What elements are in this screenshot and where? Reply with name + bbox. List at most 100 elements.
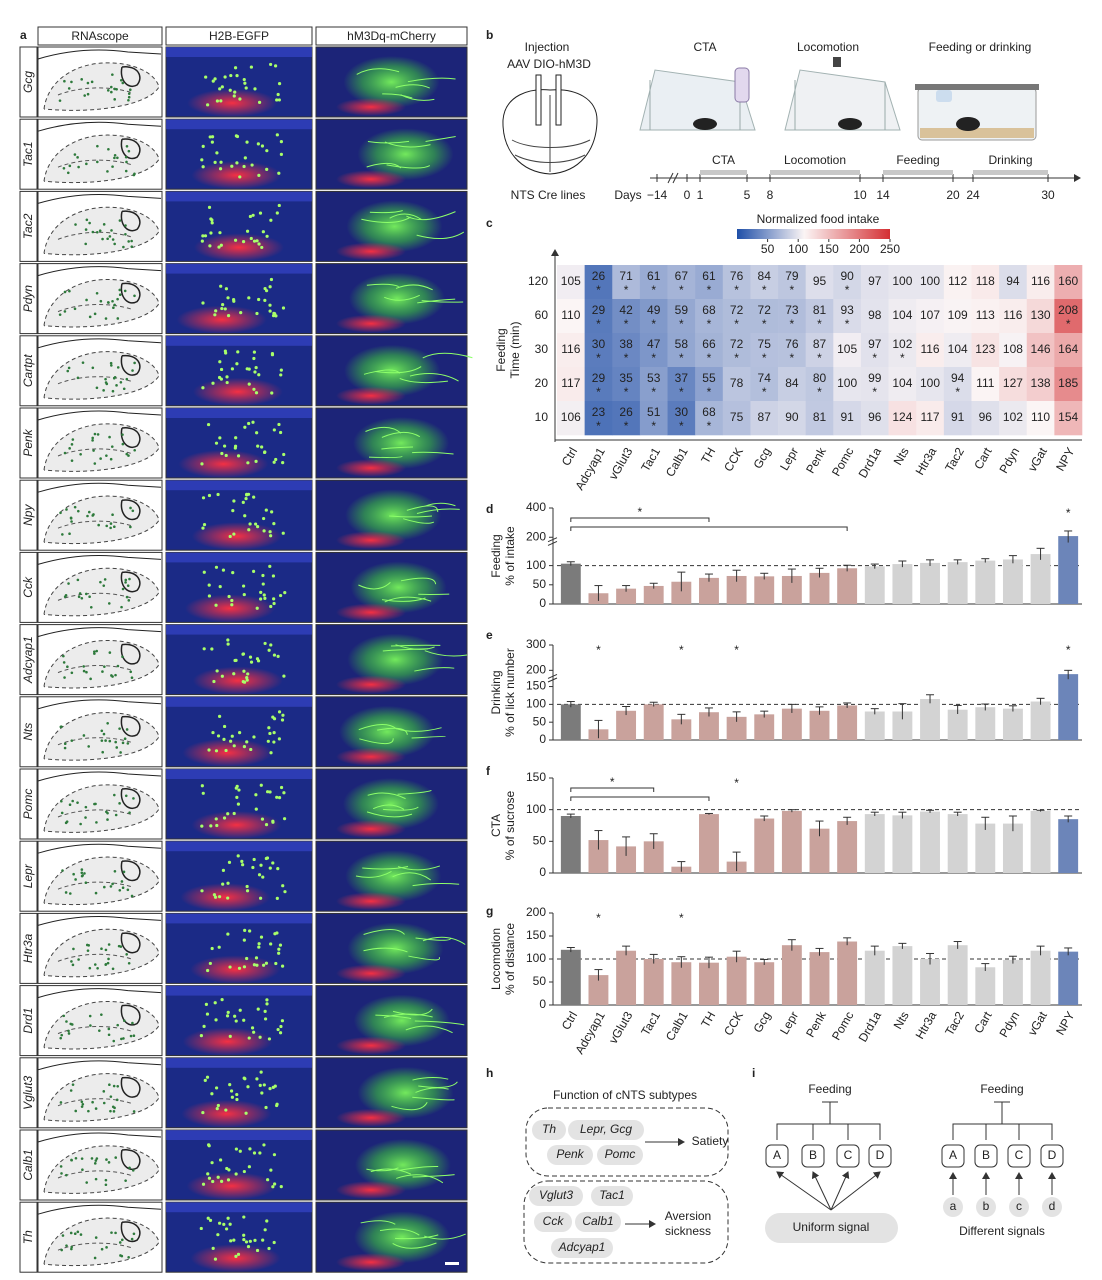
rna-dot: [68, 289, 71, 293]
cell-value: 79: [785, 269, 799, 283]
egfp-dot: [216, 1103, 220, 1108]
tissue-outline: [37, 193, 162, 204]
rna-dot: [110, 445, 114, 448]
egfp-dot: [254, 956, 259, 960]
significance-star: *: [845, 283, 850, 297]
egfp-dot: [210, 218, 214, 222]
heatmap-cell: [667, 401, 696, 436]
egfp-dot: [241, 679, 245, 684]
phase-label: CTA: [712, 153, 735, 167]
significance-bracket: [570, 517, 710, 522]
rna-dot: [91, 230, 95, 234]
egfp-dot: [238, 731, 242, 735]
egfp-dot: [201, 301, 205, 305]
heatmap-cell: [860, 367, 889, 402]
rna-dot: [69, 1089, 73, 1092]
egfp-dot: [238, 175, 242, 179]
tissue-region: [43, 640, 160, 689]
significance-star: *: [845, 317, 850, 331]
green-signal: [357, 1066, 454, 1119]
rna-dot: [113, 98, 116, 101]
egfp-dot: [242, 1237, 246, 1242]
colorbar-tick-label: 100: [788, 242, 808, 256]
heatmap-cell: [1026, 333, 1055, 368]
node-box: [801, 1144, 825, 1168]
rna-dot: [113, 375, 117, 379]
egfp-dot: [210, 647, 214, 651]
egfp-dot: [268, 731, 272, 736]
colorbar: [737, 229, 890, 239]
cell-value: 90: [785, 410, 799, 424]
red-signal: [185, 594, 276, 623]
rna-dot: [119, 1254, 122, 1257]
fiber: [362, 866, 409, 870]
egfp-dot: [269, 277, 274, 282]
bar: [837, 941, 858, 1005]
egfp-dot: [221, 568, 226, 572]
cell-value: 72: [730, 303, 744, 317]
egfp-dot: [254, 793, 258, 797]
egfp-dot: [215, 1107, 219, 1111]
mouse: [838, 118, 862, 130]
bar: [560, 704, 581, 740]
egfp-dot: [268, 285, 272, 289]
egfp-dot: [241, 863, 245, 867]
egfp-dot: [223, 444, 227, 448]
egfp-dot: [245, 889, 250, 893]
cell-value: 26: [592, 269, 606, 283]
egfp-dot: [214, 309, 218, 313]
rna-dot: [89, 1024, 92, 1027]
egfp-dot: [260, 144, 265, 148]
y-tick-label: 400: [526, 500, 546, 514]
rna-dot: [102, 389, 105, 392]
egfp-dot: [234, 1147, 238, 1151]
rnascope-image: [37, 407, 163, 479]
egfp-dot: [263, 298, 267, 302]
significance-star: *: [762, 385, 767, 399]
rna-dot: [118, 219, 122, 222]
rna-dot: [124, 224, 127, 227]
y-axis-label: % of lick number: [503, 648, 517, 737]
rna-dot: [109, 457, 113, 461]
node-label: B: [809, 1148, 817, 1162]
egfp-dot: [201, 386, 205, 390]
egfp-dot: [272, 522, 276, 526]
egfp-dot: [245, 229, 250, 233]
arrow: [811, 1171, 832, 1211]
rna-dot: [102, 732, 106, 736]
tissue-outline: [120, 210, 141, 232]
pill-label: Lepr, Gcg: [580, 1122, 632, 1136]
egfp-dot: [224, 1227, 229, 1231]
egfp-dot: [220, 85, 224, 89]
cell-value: 73: [785, 303, 799, 317]
rna-dot: [87, 510, 91, 514]
cell-value: 84: [758, 269, 772, 283]
heatmap-cell: [667, 367, 696, 402]
rna-dot: [102, 223, 106, 226]
heatmap-cell: [557, 401, 585, 436]
pill: [529, 1186, 583, 1206]
egfp-dot: [252, 963, 257, 967]
tissue-outline: [37, 1204, 162, 1215]
x-tick-label: Penk: [803, 444, 829, 476]
rna-dot: [88, 595, 91, 599]
egfp-dot: [211, 1246, 215, 1250]
rna-dot: [88, 315, 92, 319]
rna-dot: [95, 291, 99, 295]
row-label-box: [19, 696, 38, 768]
egfp-dot: [201, 496, 206, 500]
x-tick-label: Drd1a: [856, 1009, 885, 1045]
rna-dot: [127, 98, 130, 102]
egfp-dot: [235, 784, 239, 788]
significance-star: *: [596, 419, 601, 433]
rna-dot: [124, 578, 128, 582]
cell-value: 116: [920, 342, 939, 356]
red-signal: [191, 522, 282, 551]
rna-dot: [127, 454, 130, 457]
tissue-outline: [37, 1060, 162, 1071]
red-signal: [190, 1244, 281, 1273]
rna-dot: [105, 454, 108, 457]
egfp-dot: [226, 1216, 230, 1220]
row-label: Cck: [21, 576, 35, 598]
egfp-dot: [277, 171, 281, 175]
